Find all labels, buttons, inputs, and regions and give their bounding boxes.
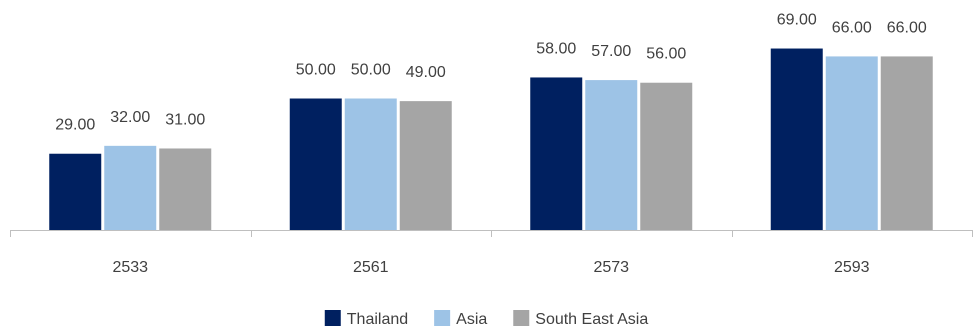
bar-asia-2573: [585, 80, 638, 230]
x-tick-label-2561: 2561: [353, 259, 389, 276]
value-labels-layer: 29.00 32.00 31.00 50.00 50.00 49.00 58.00 57.00…: [55, 12, 927, 134]
bar-asia-2593: [825, 56, 878, 230]
bars-layer: [49, 48, 933, 231]
bar-south-east-asia-2533: [159, 148, 212, 230]
value-label-asia-2561: 50.00: [351, 62, 391, 79]
bar-thailand-2533: [49, 153, 102, 230]
x-axis: 2533 2561 2573 2593: [10, 230, 973, 276]
legend-label: South East Asia: [535, 311, 648, 328]
legend-swatch: [513, 310, 530, 326]
value-label-thailand-2533: 29.00: [55, 117, 95, 134]
legend-label: Asia: [456, 311, 487, 328]
value-label-asia-2573: 57.00: [591, 43, 631, 60]
bar-south-east-asia-2593: [880, 56, 933, 230]
legend-item-asia: Asia: [434, 310, 487, 328]
legend-label: Thailand: [347, 311, 408, 328]
value-label-south-east-asia-2593: 66.00: [887, 19, 927, 36]
legend-item-thailand: Thailand: [324, 310, 408, 328]
bar-thailand-2593: [770, 48, 823, 230]
value-label-south-east-asia-2533: 31.00: [165, 111, 205, 128]
bar-asia-2533: [104, 145, 157, 230]
bar-south-east-asia-2561: [399, 101, 452, 230]
legend-item-south-east-asia: South East Asia: [513, 310, 648, 328]
bar-south-east-asia-2573: [640, 82, 693, 230]
legend: Thailand Asia South East Asia: [324, 310, 648, 328]
value-label-asia-2593: 66.00: [832, 19, 872, 36]
value-label-thailand-2561: 50.00: [296, 62, 336, 79]
x-tick-label-2593: 2593: [834, 259, 870, 276]
x-tick-label-2533: 2533: [112, 259, 148, 276]
value-label-thailand-2593: 69.00: [777, 12, 817, 29]
legend-swatch: [324, 310, 341, 326]
bar-thailand-2561: [289, 98, 342, 230]
bar-asia-2561: [344, 98, 397, 230]
value-label-south-east-asia-2573: 56.00: [646, 46, 686, 63]
value-label-asia-2533: 32.00: [110, 109, 150, 126]
x-tick-label-2573: 2573: [593, 259, 629, 276]
bar-thailand-2573: [530, 77, 583, 231]
value-label-south-east-asia-2561: 49.00: [406, 64, 446, 81]
value-label-thailand-2573: 58.00: [536, 40, 576, 57]
legend-swatch: [434, 310, 451, 326]
